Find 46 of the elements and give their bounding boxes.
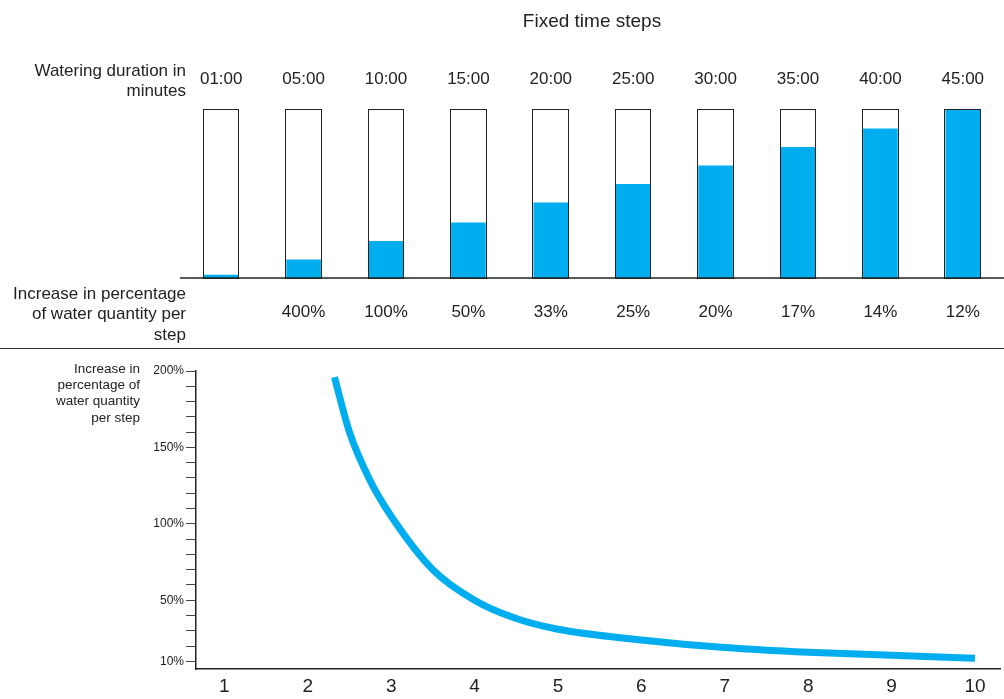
x-tick-label: 2	[302, 674, 314, 696]
x-tick-label: 25:00	[611, 69, 655, 89]
y-tick-label: 200%	[153, 363, 185, 378]
text: 100%	[364, 301, 408, 321]
x-tick-label: 10	[964, 674, 986, 696]
x-tick-label: 7	[719, 674, 731, 696]
x-tick-label: 4	[469, 674, 481, 696]
x-tick-label: 9	[886, 674, 897, 696]
chart-title: Fixed time steps	[521, 10, 663, 33]
text: 50%	[451, 301, 486, 321]
x-tick-label: 10:00	[364, 69, 408, 89]
x-tick-label: 15:00	[447, 69, 490, 89]
text: 17%	[780, 301, 816, 321]
x-tick-label: 05:00	[282, 69, 325, 89]
bar	[863, 128, 898, 278]
x-tick-label: 45:00	[941, 69, 985, 89]
x-tick-label: 01:00	[199, 69, 243, 89]
text: 20%	[698, 301, 733, 321]
x-tick-label: 30:00	[694, 69, 737, 89]
bar	[286, 259, 321, 278]
bar	[780, 146, 816, 278]
x-tick-label: 1	[219, 674, 230, 696]
text: 400%	[281, 301, 326, 321]
text: 12%	[945, 301, 980, 321]
x-tick-label: 5	[552, 674, 564, 696]
bar	[533, 202, 569, 278]
bar	[451, 222, 486, 278]
x-tick-label: 20:00	[529, 69, 573, 89]
x-tick-label: 35:00	[776, 69, 820, 89]
y-axis-title: Increase in percentage of water quantity per step	[54, 361, 140, 426]
x-tick-label: 6	[636, 674, 647, 696]
bar	[368, 241, 404, 278]
text: Increase in percentage of water quantity per step	[12, 284, 186, 346]
text: 33%	[533, 301, 568, 321]
text: 25%	[616, 301, 651, 321]
y-tick-label: 50%	[159, 592, 185, 607]
x-tick-label: 3	[385, 674, 397, 696]
x-tick-label: 40:00	[859, 69, 902, 89]
text: 14%	[863, 301, 898, 321]
bar	[615, 183, 651, 278]
x-tick-label: 8	[802, 674, 814, 696]
y-tick-label: 100%	[153, 516, 185, 531]
y-tick-label: 150%	[153, 439, 185, 454]
x-axis-title: Watering duration in minutes	[33, 61, 186, 102]
y-tick-label: 10%	[159, 653, 185, 668]
bar	[698, 165, 733, 278]
